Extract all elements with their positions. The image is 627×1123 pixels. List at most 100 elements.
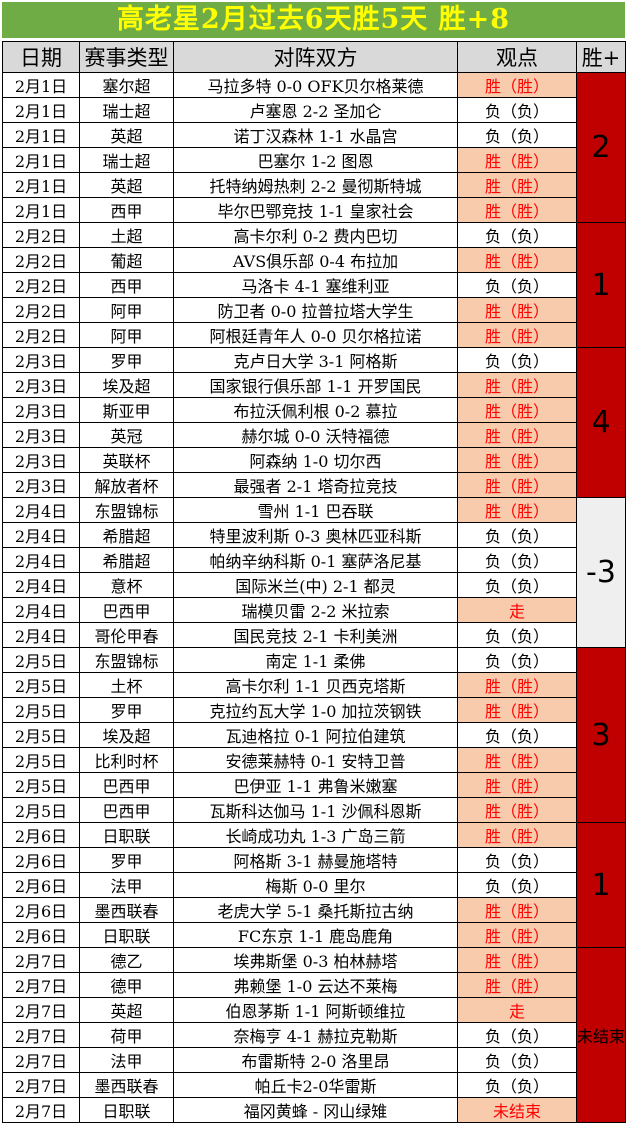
league-cell: 英冠 [79,422,174,448]
table-row: 2月6日 日职联 长崎成功丸 1-3 广岛三箭 胜（胜） 1 [2,822,626,948]
view-cell: 负（负） [457,347,577,373]
match-cell: 帕丘卡2-0华雷斯 [173,1072,458,1098]
table-row: 2月4日 希腊超 特里波利斯 0-3 奥林匹亚科斯 负（负） [2,522,626,548]
match-cell: 巴伊亚 1-1 弗鲁米嫩塞 [173,772,458,798]
league-cell: 瑞士超 [79,147,174,173]
view-cell: 胜（胜） [457,897,577,923]
match-cell: AVS俱乐部 0-4 布拉加 [173,247,458,273]
match-cell: 布雷斯特 2-0 洛里昂 [173,1047,458,1073]
table-row: 2月7日 英超 伯恩茅斯 1-1 阿斯顿维拉走 [2,997,626,1023]
col-header-league: 赛事类型 [79,41,174,73]
view-cell: 胜（胜） [457,672,577,698]
league-cell: 斯亚甲 [79,397,174,423]
view-cell: 胜（胜） [457,197,577,223]
col-header-view: 观点 [457,41,577,73]
view-cell: 胜（胜） [457,447,577,473]
match-cell: 雪州 1-1 巴吞联 [173,497,458,523]
date-cell: 2月4日 [2,622,80,648]
date-cell: 2月6日 [2,872,80,898]
date-cell: 2月5日 [2,747,80,773]
league-cell: 罗甲 [79,697,174,723]
date-cell: 2月3日 [2,422,80,448]
date-cell: 2月6日 [2,847,80,873]
league-cell: 西甲 [79,197,174,223]
date-cell: 2月2日 [2,322,80,348]
view-cell: 胜（胜） [457,697,577,723]
table-row: 2月4日 东盟锦标 雪州 1-1 巴吞联 胜（胜） -3 [2,497,626,648]
score-cell: -3 [576,497,626,648]
view-cell: 负（负） [457,647,577,673]
view-cell: 负（负） [457,272,577,298]
table-row: 2月7日 荷甲 奈梅亨 4-1 赫拉克勒斯 负（负） [2,1022,626,1048]
date-cell: 2月5日 [2,772,80,798]
date-cell: 2月1日 [2,122,80,148]
match-cell: 毕尔巴鄂竞技 1-1 皇家社会 [173,197,458,223]
date-cell: 2月3日 [2,472,80,498]
match-cell: 布拉沃佩利根 0-2 慕拉 [173,397,458,423]
match-cell: 高卡尔利 1-1 贝西克塔斯 [173,672,458,698]
league-cell: 阿甲 [79,322,174,348]
predictions-table: 日期 赛事类型 对阵双方 观点 胜+ 2月1日 塞尔超 马拉多特 0-0 OFK贝尔… [2,41,626,1123]
table-row: 2月5日 埃及超 瓦迪格拉 0-1 阿拉伯建筑 负（负） [2,722,626,748]
date-cell: 2月7日 [2,1097,80,1123]
match-cell: 诺丁汉森林 1-1 水晶宫 [173,122,458,148]
view-cell: 负（负） [457,1072,577,1098]
view-cell: 胜（胜） [457,397,577,423]
match-cell: 国民竞技 2-1 卡利美洲 [173,622,458,648]
table-row: 2月4日 意杯 国际米兰(中) 2-1 都灵 负（负） [2,572,626,598]
league-cell: 法甲 [79,872,174,898]
table-row: 2月3日 英联杯 阿森纳 1-0 切尔西 胜（胜） [2,447,626,473]
date-cell: 2月4日 [2,497,80,523]
date-cell: 2月7日 [2,972,80,998]
table-row: 2月3日 罗甲 克卢日大学 3-1 阿格斯 负（负） 4 [2,347,626,498]
table-row: 2月1日 瑞士超 巴塞尔 1-2 图恩 胜（胜） [2,147,626,173]
date-cell: 2月1日 [2,97,80,123]
view-cell: 胜（胜） [457,372,577,398]
match-cell: 克卢日大学 3-1 阿格斯 [173,347,458,373]
match-cell: 国际米兰(中) 2-1 都灵 [173,572,458,598]
date-cell: 2月1日 [2,72,80,98]
league-cell: 埃及超 [79,372,174,398]
table-row: 2月6日 墨西联春 老虎大学 5-1 桑托斯拉古纳 胜（胜） [2,897,626,923]
score-cell: 3 [576,647,626,823]
score-cell: 1 [576,822,626,948]
match-cell: 托特纳姆热刺 2-2 曼彻斯特城 [173,172,458,198]
league-cell: 墨西联春 [79,1072,174,1098]
league-cell: 希腊超 [79,522,174,548]
table-row: 2月7日 德乙 埃弗斯堡 0-3 柏林赫塔 胜（胜） 未结束 [2,947,626,1123]
match-cell: 赫尔城 0-0 沃特福德 [173,422,458,448]
league-cell: 埃及超 [79,722,174,748]
score-cell: 2 [576,72,626,223]
match-cell: 阿根廷青年人 0-0 贝尔格拉诺 [173,322,458,348]
table-row: 2月7日 德甲 弗赖堡 1-0 云达不莱梅 胜（胜） [2,972,626,998]
table-row: 2月7日 法甲 布雷斯特 2-0 洛里昂 负（负） [2,1047,626,1073]
view-cell: 胜（胜） [457,472,577,498]
view-cell: 负（负） [457,97,577,123]
match-cell: 瓦斯科达伽马 1-1 沙佩科恩斯 [173,797,458,823]
date-cell: 2月2日 [2,272,80,298]
league-cell: 法甲 [79,1047,174,1073]
date-cell: 2月6日 [2,897,80,923]
league-cell: 东盟锦标 [79,497,174,523]
table-row: 2月5日 巴西甲 巴伊亚 1-1 弗鲁米嫩塞 胜（胜） [2,772,626,798]
view-cell: 负（负） [457,122,577,148]
match-cell: 阿格斯 3-1 赫曼施塔特 [173,847,458,873]
view-cell: 胜（胜） [457,972,577,998]
date-cell: 2月4日 [2,547,80,573]
table-row: 2月3日 斯亚甲 布拉沃佩利根 0-2 慕拉 胜（胜） [2,397,626,423]
date-cell: 2月7日 [2,1047,80,1073]
table-row: 2月1日 塞尔超 马拉多特 0-0 OFK贝尔格莱德 胜（胜） 2 [2,72,626,223]
league-cell: 希腊超 [79,547,174,573]
match-cell: 马拉多特 0-0 OFK贝尔格莱德 [173,72,458,98]
league-cell: 意杯 [79,572,174,598]
match-cell: 高卡尔利 0-2 费内巴切 [173,222,458,248]
table-row: 2月6日 罗甲 阿格斯 3-1 赫曼施塔特 负（负） [2,847,626,873]
league-cell: 东盟锦标 [79,647,174,673]
match-cell: 老虎大学 5-1 桑托斯拉古纳 [173,897,458,923]
date-cell: 2月5日 [2,797,80,823]
match-cell: 卢塞恩 2-2 圣加仑 [173,97,458,123]
view-cell: 走 [457,597,577,623]
date-cell: 2月4日 [2,597,80,623]
match-cell: 安德莱赫特 0-1 安特卫普 [173,747,458,773]
league-cell: 葡超 [79,247,174,273]
